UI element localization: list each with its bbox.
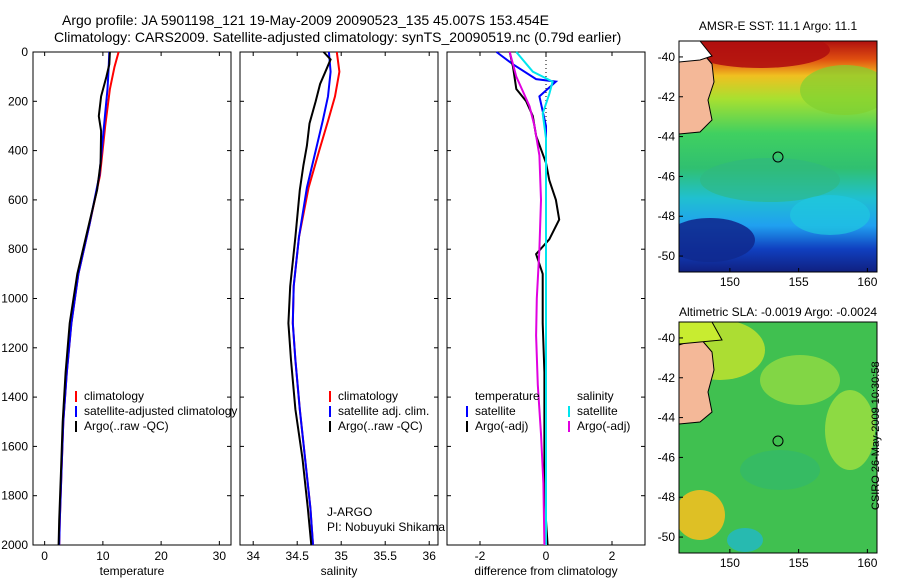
sla-patch-6: [740, 450, 820, 490]
sst_map-ytick-label: -48: [658, 209, 676, 223]
sla-map: Altimetric SLA: -0.0019 Argo: -0.0024 15…: [658, 305, 878, 570]
difference-xtick-label: 2: [609, 549, 616, 563]
sla-map-axes: 150 155 160 -40 -42 -44 -46 -48 -50: [658, 331, 878, 570]
sst_map-ytick-label: -42: [658, 90, 676, 104]
salinity-annotation: PI: Nobuyuki Shikama: [327, 520, 445, 534]
depth-tick-label: 0: [21, 45, 28, 59]
difference-series-sat_cyan: [515, 51, 554, 545]
salinity-xtick-label: 34.5: [286, 549, 310, 563]
sla_map-xtick-label: 150: [720, 556, 740, 570]
temperature-series-argo: [57, 51, 111, 546]
sla-patch-3: [825, 390, 875, 470]
salinity-legend-label: satellite adj. clim.: [338, 404, 429, 418]
sst-warm-patch: [690, 41, 830, 68]
temperature-xtick-label: 0: [41, 549, 48, 563]
sla_map-xtick-label: 160: [857, 556, 877, 570]
difference-xlabel: difference from climatology: [474, 564, 617, 578]
sst-front-patch: [800, 65, 877, 115]
sla-land-tasmania: [679, 337, 715, 425]
depth-tick-label: 1800: [1, 489, 28, 503]
credit-timestamp: CSIRO 26-May-2009 10:30:58: [870, 361, 882, 510]
figure-title-line2: Climatology: CARS2009. Satellite-adjuste…: [54, 29, 621, 45]
temperature-xtick-label: 10: [96, 549, 110, 563]
difference-legend-label: salinity: [577, 389, 614, 403]
sst_map-xtick-label: 155: [789, 275, 809, 289]
sst-land-tasmania: [679, 49, 715, 135]
sla-patch-2: [760, 355, 840, 405]
depth-tick-label: 1600: [1, 439, 28, 453]
depth-tick-label: 1200: [1, 341, 28, 355]
difference-series-argo_mag: [508, 51, 546, 546]
sst-mid-patch: [700, 158, 840, 202]
temperature-legend-label: satellite-adjusted climatology: [84, 404, 237, 418]
salinity-xlabel: salinity: [321, 564, 358, 578]
sst_map-ytick-label: -44: [658, 130, 676, 144]
salinity-xtick-label: 35.5: [374, 549, 398, 563]
sst-land-mask: [679, 41, 713, 63]
sla-map-title: Altimetric SLA: -0.0019 Argo: -0.0024: [679, 305, 877, 319]
sst-cold-patch: [679, 218, 755, 262]
temperature-xlabel: temperature: [100, 564, 165, 578]
sla_map-ytick-label: -40: [658, 331, 676, 345]
depth-tick-label: 400: [8, 144, 28, 158]
salinity-frame: [239, 51, 439, 546]
sla_map-ytick-label: -50: [658, 530, 676, 544]
sla_map-ytick-label: -42: [658, 371, 676, 385]
salinity-series-sat: [291, 51, 332, 546]
sst_map-xtick-label: 160: [857, 275, 877, 289]
temperature-chart: 0 10 20 30 0 200 400 600 800 1000 1200 1400 1600 1800…: [1, 45, 237, 578]
sla_map-xtick-label: 155: [789, 556, 809, 570]
sla_map-ytick-label: -46: [658, 450, 676, 464]
sst_map-xtick-label: 150: [720, 275, 740, 289]
temperature-legend-label: Argo(..raw -QC): [84, 419, 169, 433]
salinity-legend-label: climatology: [338, 389, 398, 403]
difference-xtick-label: 0: [543, 549, 550, 563]
temperature-xtick-label: 20: [154, 549, 168, 563]
depth-tick-label: 600: [8, 193, 28, 207]
sla-map-frame: [678, 321, 878, 554]
salinity-xtick-label: 36: [423, 549, 437, 563]
difference-legend-label: satellite: [577, 404, 618, 418]
sst_map-ytick-label: -40: [658, 50, 676, 64]
depth-tick-label: 200: [8, 94, 28, 108]
sst_map-ytick-label: -46: [658, 169, 676, 183]
difference-legend-label: temperature: [475, 389, 540, 403]
sst-map: AMSR-E SST: 11.1 Argo: 11.1 150 155 160 -40…: [658, 19, 878, 289]
difference-legend-label: Argo(-adj): [475, 419, 528, 433]
sla_map-ytick-label: -44: [658, 411, 676, 425]
depth-tick-label: 1400: [1, 390, 28, 404]
depth-tick-label: 1000: [1, 292, 28, 306]
temperature-frame: [32, 51, 232, 546]
sla-patch-5: [727, 528, 763, 552]
sla-float-marker: [772, 435, 784, 447]
salinity-xtick-label: 34: [247, 549, 261, 563]
sst-map-frame: [678, 40, 878, 273]
figure-title-line1: Argo profile: JA 5901198_121 19-May-2009…: [62, 12, 549, 28]
salinity-legend-label: Argo(..raw -QC): [338, 419, 423, 433]
temperature-legend-label: climatology: [84, 389, 144, 403]
difference-legend-label: satellite: [475, 404, 516, 418]
sst_map-ytick-label: -50: [658, 249, 676, 263]
sst-float-marker: [772, 151, 784, 163]
depth-tick-label: 800: [8, 242, 28, 256]
difference-xtick-label: -2: [475, 549, 486, 563]
sla-patch-4: [679, 490, 725, 540]
temperature-xtick-label: 30: [213, 549, 227, 563]
sst-map-title: AMSR-E SST: 11.1 Argo: 11.1: [699, 19, 858, 33]
salinity-series-argo: [287, 51, 332, 546]
salinity-annotation: J-ARGO: [327, 505, 372, 519]
sst-cyan-patch: [790, 195, 870, 235]
sla-land-coast: [679, 322, 723, 345]
profile-plots: 0 10 20 30020040060080010001200140016001800…: [1, 45, 646, 578]
difference-series-argo: [508, 51, 561, 546]
salinity-xtick-label: 35: [335, 549, 349, 563]
salinity-chart: 34 34.5 35 35.5 36 salinity climatologysatelli…: [239, 51, 445, 578]
sla_map-ytick-label: -48: [658, 490, 676, 504]
depth-tick-label: 2000: [1, 538, 28, 552]
sst-map-axes: 150 155 160 -40 -42 -44 -46 -48 -50: [658, 50, 878, 289]
difference-legend-label: Argo(-adj): [577, 419, 630, 433]
